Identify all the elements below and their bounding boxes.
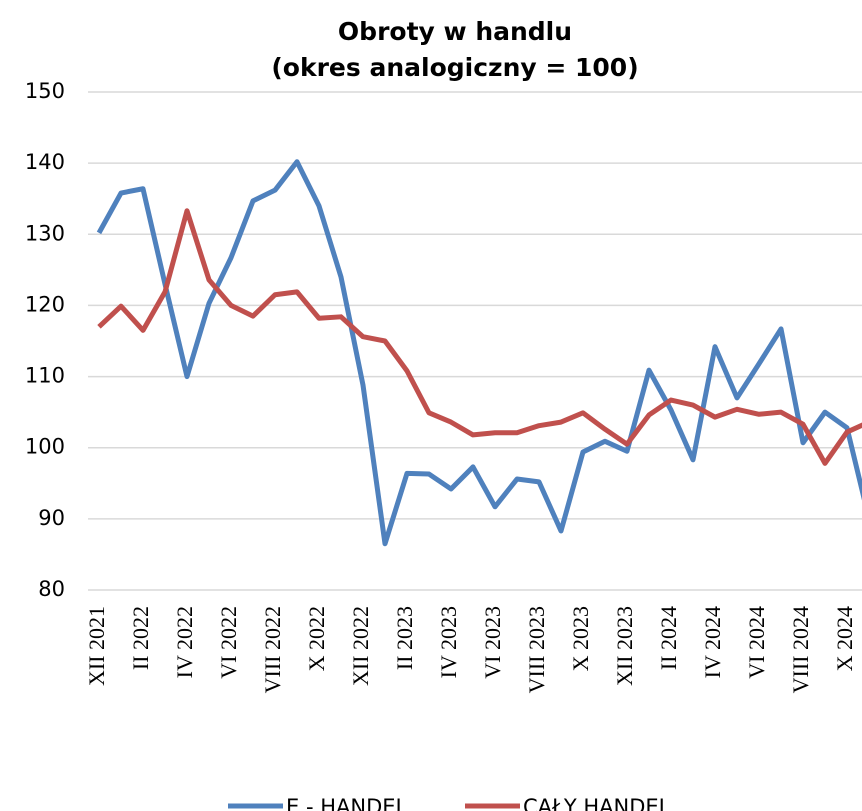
x-tick-label: II 2022 [128,606,153,670]
x-tick-label: VI 2024 [744,606,769,679]
x-tick-label: II 2024 [656,606,681,670]
x-tick-label: VIII 2022 [260,606,285,693]
x-tick-label: X 2024 [832,606,857,671]
x-tick-label: VIII 2023 [524,606,549,693]
chart-subtitle: (okres analogiczny = 100) [271,53,638,82]
x-tick-label: XII 2023 [612,606,637,686]
y-tick-label: 80 [38,577,65,601]
y-tick-label: 150 [25,79,65,103]
x-tick-label: IV 2022 [172,606,197,678]
x-tick-label: VIII 2024 [788,606,813,693]
x-tick-label: XII 2022 [348,606,373,686]
y-tick-label: 90 [38,506,65,530]
legend-label: E - HANDEL [286,795,408,811]
legend-label: CAŁY HANDEL [523,795,671,811]
y-tick-label: 130 [25,221,65,245]
chart-title: Obroty w handlu [338,17,572,46]
y-tick-label: 100 [25,435,65,459]
x-tick-label: X 2023 [568,606,593,671]
series-line [97,208,862,466]
series-line [96,159,862,547]
x-tick-label: IV 2023 [436,606,461,678]
y-tick-label: 140 [25,150,65,174]
x-tick-label: VI 2022 [216,606,241,679]
y-tick-label: 120 [25,292,65,316]
x-tick-label: VI 2023 [480,606,505,679]
x-tick-label: IV 2024 [700,606,725,678]
x-tick-label: X 2022 [304,606,329,671]
x-tick-label: II 2023 [392,606,417,670]
y-tick-label: 110 [25,364,65,388]
x-tick-label: XII 2021 [84,606,109,686]
